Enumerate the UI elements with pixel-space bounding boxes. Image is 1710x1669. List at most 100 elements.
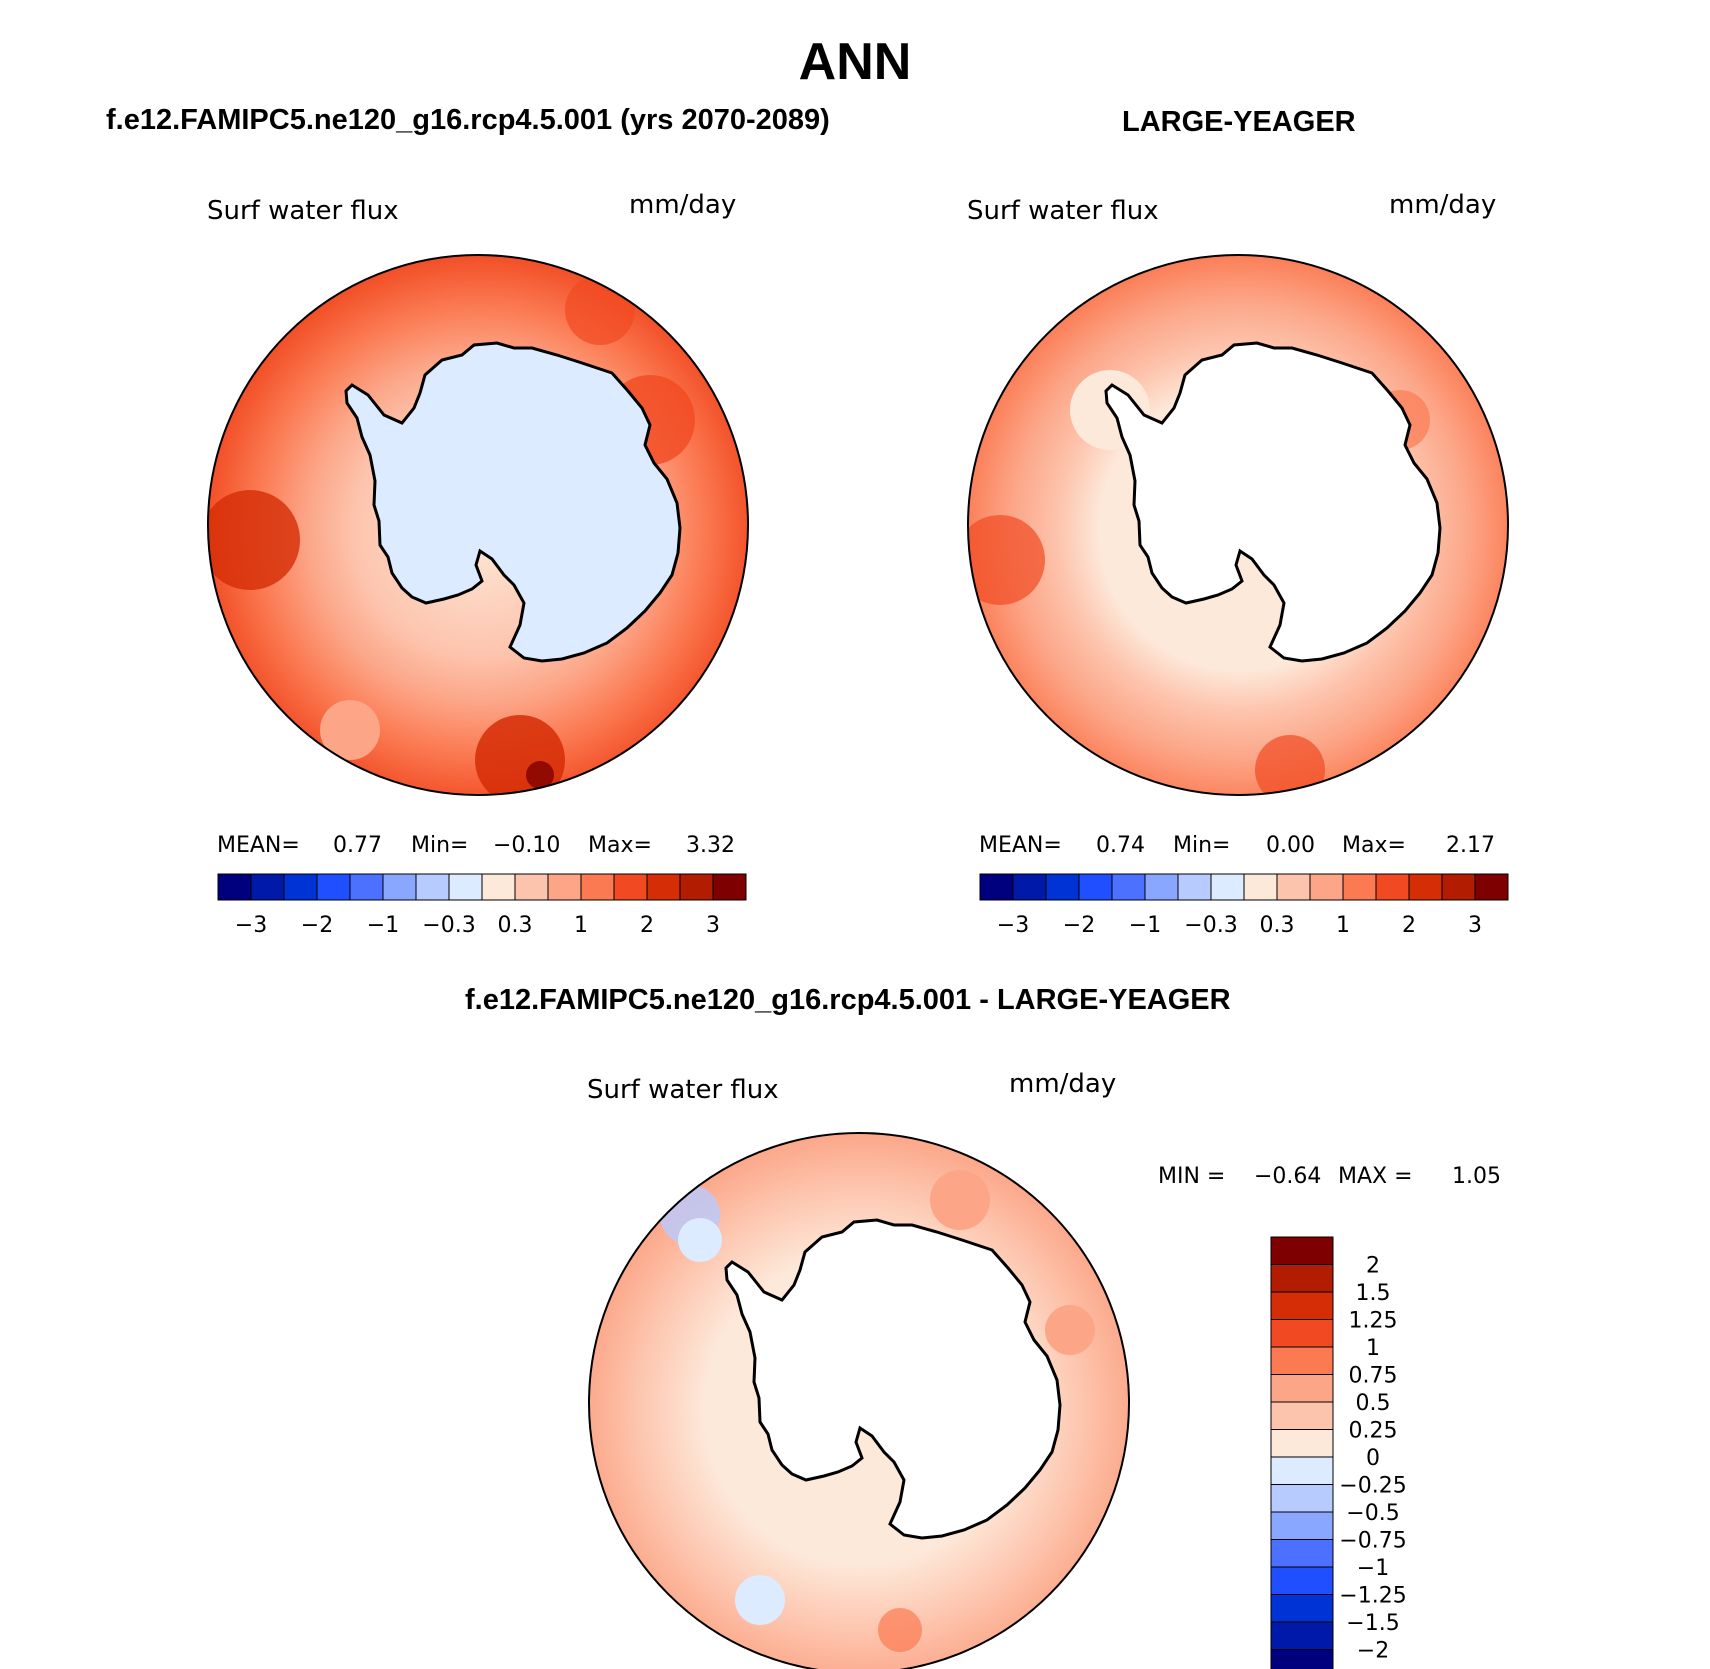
test-colorbar-tick-label: −0.3 (422, 913, 475, 938)
difference-colorbar-swatch (1270, 1511, 1334, 1540)
test-colorbar-swatch (382, 873, 417, 901)
difference-colorbar-tick-label: 1.25 (1349, 1309, 1398, 1334)
difference-colorbar-swatch (1270, 1236, 1334, 1265)
difference-colorbar-swatch (1270, 1401, 1334, 1430)
reference-max-value: 2.17 (1446, 833, 1495, 858)
test-max-label: Max= (588, 833, 652, 858)
difference-max-label: MAX = (1338, 1164, 1413, 1189)
reference-colorbar-tick-label: −1 (1129, 913, 1161, 938)
difference-colorbar-tick-label: −1.25 (1339, 1584, 1406, 1609)
difference-colorbar: 21.5 1.251 0.750.5 0.250 −0.25−0.5 −0.75−1 −1.… (1270, 1236, 1407, 1669)
test-colorbar-swatch (679, 873, 714, 901)
reference-colorbar-swatch (1144, 873, 1179, 901)
reference-colorbar-swatch (1111, 873, 1146, 901)
test-colorbar-tick-label: −3 (235, 913, 267, 938)
reference-colorbar-swatch (1210, 873, 1245, 901)
difference-colorbar-swatch (1270, 1429, 1334, 1458)
difference-colorbar-tick-label: 0 (1366, 1446, 1380, 1471)
reference-mean-value: 0.74 (1096, 833, 1145, 858)
test-min-label: Min= (411, 833, 469, 858)
difference-colorbar-tick-label: −1.5 (1346, 1611, 1399, 1636)
season-title: ANN (798, 33, 912, 91)
reference-colorbar-tick-label: 2 (1402, 913, 1416, 938)
difference-colorbar-swatch (1270, 1621, 1334, 1650)
reference-min-value: 0.00 (1266, 833, 1315, 858)
difference-map (588, 1132, 1130, 1669)
difference-colorbar-swatch (1270, 1456, 1334, 1485)
difference-colorbar-tick-label: 1.5 (1356, 1281, 1391, 1306)
test-colorbar-tick-label: 0.3 (498, 913, 533, 938)
difference-colorbar-swatch (1270, 1539, 1334, 1568)
reference-colorbar-swatch (1078, 873, 1113, 901)
test-colorbar-swatch (712, 873, 747, 901)
difference-colorbar-tick-label: −2 (1357, 1639, 1389, 1664)
test-colorbar-swatch (481, 873, 516, 901)
difference-colorbar-swatch (1270, 1374, 1334, 1403)
reference-max-label: Max= (1342, 833, 1406, 858)
reference-mean-label: MEAN= (979, 833, 1062, 858)
test-colorbar-swatch (349, 873, 384, 901)
difference-colorbar-tick-label: 0.5 (1356, 1391, 1391, 1416)
difference-title: f.e12.FAMIPC5.ne120_g16.rcp4.5.001 - LAR… (465, 984, 1231, 1016)
difference-colorbar-swatch (1270, 1566, 1334, 1595)
difference-min-value: −0.64 (1254, 1164, 1322, 1189)
reference-colorbar-tick-label: −2 (1063, 913, 1095, 938)
difference-colorbar-swatch (1270, 1291, 1334, 1320)
difference-variable-label: Surf water flux (587, 1075, 779, 1105)
reference-colorbar-tick-label: 0.3 (1260, 913, 1295, 938)
test-colorbar-swatch (415, 873, 450, 901)
reference-colorbar-swatch (1342, 873, 1377, 901)
difference-colorbar-swatch (1270, 1346, 1334, 1375)
test-colorbar-swatch (250, 873, 285, 901)
reference-title: LARGE-YEAGER (1122, 106, 1356, 138)
test-colorbar-tick-label: 2 (640, 913, 654, 938)
difference-colorbar-tick-label: 0.25 (1349, 1419, 1398, 1444)
reference-colorbar-tick-label: −3 (997, 913, 1029, 938)
test-units-label: mm/day (629, 190, 737, 220)
difference-units-label: mm/day (1009, 1069, 1117, 1099)
test-max-value: 3.32 (686, 833, 735, 858)
difference-colorbar-tick-label: 1 (1366, 1336, 1380, 1361)
test-mean-label: MEAN= (217, 833, 300, 858)
reference-colorbar-tick-label: 3 (1468, 913, 1482, 938)
test-colorbar-swatch (646, 873, 681, 901)
reference-colorbar-swatch (1309, 873, 1344, 901)
reference-colorbar-swatch (1474, 873, 1509, 901)
reference-colorbar-tick-label: −0.3 (1184, 913, 1237, 938)
test-colorbar-swatch (217, 873, 252, 901)
difference-colorbar-tick-label: −0.25 (1339, 1474, 1406, 1499)
test-mean-value: 0.77 (333, 833, 382, 858)
test-colorbar-swatch (448, 873, 483, 901)
difference-colorbar-swatch (1270, 1649, 1334, 1669)
reference-units-label: mm/day (1389, 190, 1497, 220)
reference-colorbar-swatch (979, 873, 1014, 901)
reference-colorbar-swatch (1045, 873, 1080, 901)
test-colorbar-swatch (283, 873, 318, 901)
test-map (207, 254, 749, 796)
test-colorbar-tick-label: −2 (301, 913, 333, 938)
test-colorbar-tick-label: 1 (574, 913, 588, 938)
test-colorbar-swatch (547, 873, 582, 901)
test-case-title: f.e12.FAMIPC5.ne120_g16.rcp4.5.001 (yrs … (106, 104, 830, 136)
difference-max-value: 1.05 (1452, 1164, 1501, 1189)
difference-colorbar-swatch (1270, 1484, 1334, 1513)
difference-colorbar-swatch (1270, 1319, 1334, 1348)
difference-colorbar-tick-label: −0.5 (1346, 1501, 1399, 1526)
reference-colorbar-tick-label: 1 (1336, 913, 1350, 938)
difference-colorbar-tick-label: 2 (1366, 1254, 1380, 1279)
test-colorbar-tick-label: −1 (367, 913, 399, 938)
reference-colorbar: −3 −2 −1 −0.3 0.3 1 2 3 (979, 873, 1509, 938)
test-variable-label: Surf water flux (207, 196, 399, 226)
test-min-value: −0.10 (493, 833, 561, 858)
difference-colorbar-swatch (1270, 1594, 1334, 1623)
reference-colorbar-swatch (1408, 873, 1443, 901)
reference-colorbar-swatch (1243, 873, 1278, 901)
test-colorbar-swatch (514, 873, 549, 901)
difference-colorbar-tick-label: −0.75 (1339, 1529, 1406, 1554)
test-colorbar-swatch (580, 873, 615, 901)
reference-colorbar-swatch (1177, 873, 1212, 901)
difference-colorbar-tick-label: −1 (1357, 1556, 1389, 1581)
reference-colorbar-swatch (1441, 873, 1476, 901)
reference-colorbar-swatch (1276, 873, 1311, 901)
